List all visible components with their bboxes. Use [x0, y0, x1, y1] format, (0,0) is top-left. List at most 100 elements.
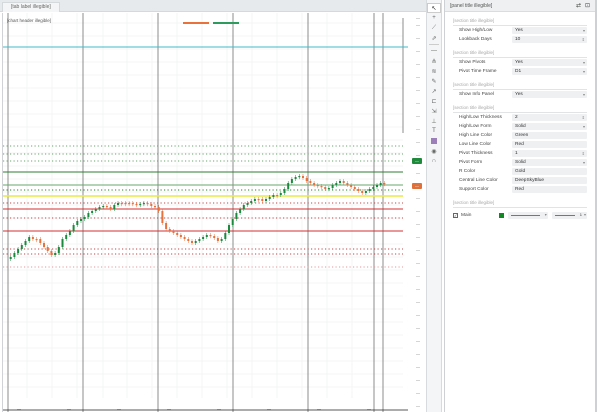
magnet-icon[interactable]: ∩	[431, 158, 437, 164]
eye-icon[interactable]: ◉	[431, 148, 437, 155]
setting-show-high-low[interactable]: Show High/Low Yes ▾	[459, 26, 587, 35]
text-field[interactable]: DeepSkyBlue	[512, 177, 587, 184]
sell-indicator-bar	[183, 22, 209, 24]
chart-tab[interactable]: [tab label illegible]	[2, 2, 60, 12]
date-label: —	[67, 406, 71, 411]
setting-label: Pivot Thickness	[459, 151, 493, 156]
candlestick-chart[interactable]	[3, 13, 425, 412]
setting-pivot-form[interactable]: Pivot Form Solid ▾	[459, 158, 587, 167]
output-main: ✓ Main ▾ 1 ▾	[453, 211, 587, 220]
section-title: [section title illegible]	[453, 76, 587, 90]
rectangle-icon[interactable]	[427, 136, 441, 146]
main-checkbox[interactable]: ✓	[453, 213, 458, 218]
number-stepper[interactable]: 2 ⇕	[512, 114, 587, 121]
text-field[interactable]: Green	[512, 132, 587, 139]
measure-icon[interactable]: ⇲	[431, 108, 437, 115]
setting-show-info-panel[interactable]: Show Info Panel Yes ▾	[459, 90, 587, 99]
price-label: —	[416, 152, 420, 157]
trendline-icon[interactable]: ⟋	[431, 24, 437, 31]
close-icon[interactable]: ⊡	[584, 3, 590, 9]
cursor-icon[interactable]: ↖	[427, 3, 441, 13]
setting-low-line-color[interactable]: Low Line Color Red	[459, 140, 587, 149]
price-label: —	[416, 35, 420, 40]
section-title: [section title illegible]	[453, 99, 587, 113]
setting-support-color[interactable]: Support Color Red	[459, 185, 587, 194]
section-title: [section title illegible]	[453, 44, 587, 58]
select-field[interactable]: D1 ▾	[512, 68, 587, 75]
date-label: —	[117, 406, 121, 411]
section-title: [section title illegible]	[453, 194, 587, 208]
thickness-select[interactable]: 1 ▾	[551, 212, 587, 219]
price-label: —	[416, 286, 420, 291]
candles	[9, 174, 386, 261]
price-label: —	[416, 260, 420, 265]
ray-icon[interactable]: ⇗	[431, 35, 437, 42]
price-badge-high: —	[412, 158, 422, 164]
stepper-icon: ⇕	[581, 151, 585, 156]
setting-high-low-form[interactable]: High/Low Form Solid ▾	[459, 122, 587, 131]
pitchfork-icon[interactable]: ⋔	[431, 58, 437, 65]
price-label: —	[416, 338, 420, 343]
number-stepper[interactable]: 1 ⇕	[512, 150, 587, 157]
horizontal-line-icon[interactable]: —	[431, 48, 437, 54]
price-label: —	[416, 170, 420, 175]
price-label: —	[416, 208, 420, 213]
price-label: —	[416, 377, 420, 382]
date-label: —	[317, 406, 321, 411]
setting-central-line-color[interactable]: Central Line Color DeepSkyBlue	[459, 176, 587, 185]
text-field[interactable]: Red	[512, 186, 587, 193]
date-label: —	[167, 406, 171, 411]
chevron-down-icon: ▾	[582, 92, 585, 97]
tab-bar: [tab label illegible]	[0, 0, 426, 12]
color-swatch[interactable]	[499, 213, 504, 218]
select-field[interactable]: Yes ▾	[512, 91, 587, 98]
setting-pivot-time-frame[interactable]: Pivot Time Frame D1 ▾	[459, 67, 587, 76]
select-field[interactable]: Yes ▾	[512, 27, 587, 34]
price-label: —	[416, 403, 420, 408]
fibonacci-icon[interactable]: ≋	[431, 68, 437, 75]
section-title: [section title illegible]	[453, 12, 587, 26]
setting-label: High/Low Thickness	[459, 115, 502, 120]
price-label: —	[416, 195, 420, 200]
setting-label: R Color	[459, 169, 476, 174]
restore-icon[interactable]: ⇄	[575, 3, 581, 9]
drawing-toolbar: ↖ + ⟋ ⇗ — ⋔ ≋ ✎ ↗ ⊏ ⇲ ⊥ T ◉ ∩	[426, 0, 442, 412]
setting-high-low-thickness[interactable]: High/Low Thickness 2 ⇕	[459, 113, 587, 122]
price-label: —	[416, 15, 420, 20]
select-field[interactable]: Solid ▾	[512, 159, 587, 166]
text-field[interactable]: Gold	[512, 168, 587, 175]
arrow-icon[interactable]: ↗	[431, 88, 437, 95]
crosshair-icon[interactable]: +	[432, 15, 436, 21]
line-style-select[interactable]: ▾	[507, 212, 548, 219]
text-field[interactable]: Red	[512, 141, 587, 148]
text-icon[interactable]: T	[432, 128, 436, 134]
chevron-down-icon: ▾	[582, 160, 585, 165]
text-box-icon[interactable]: ⊏	[431, 98, 437, 105]
price-label: —	[416, 325, 420, 330]
price-label: —	[416, 247, 420, 252]
setting-pivot-thickness[interactable]: Pivot Thickness 1 ⇕	[459, 149, 587, 158]
setting-show-pivots[interactable]: Show Pivots Yes ▾	[459, 58, 587, 67]
chart-area[interactable]: [chart header illegible] — — — — — — — —…	[2, 13, 424, 412]
setting-label: Show Info Panel	[459, 92, 494, 97]
price-label: —	[416, 299, 420, 304]
date-label: —	[367, 406, 371, 411]
setting-lookback-days[interactable]: Lookback Days 10 ⇕	[459, 35, 587, 44]
select-field[interactable]: Solid ▾	[512, 123, 587, 130]
date-label: —	[17, 406, 21, 411]
price-label: —	[416, 87, 420, 92]
indicator-settings-panel: [panel title illegible] ⇄ ⊡ [section tit…	[444, 0, 597, 412]
setting-label: Central Line Color	[459, 178, 498, 183]
price-label: —	[416, 390, 420, 395]
setting-label: High Line Color	[459, 133, 493, 138]
vertical-line-icon[interactable]: ⊥	[431, 118, 437, 125]
setting-label: Lookback Days	[459, 37, 492, 42]
select-field[interactable]: Yes ▾	[512, 59, 587, 66]
price-label: —	[416, 113, 420, 118]
setting-r-color[interactable]: R Color Gold	[459, 167, 587, 176]
brush-icon[interactable]: ✎	[431, 78, 437, 85]
number-stepper[interactable]: 10 ⇕	[512, 36, 587, 43]
setting-label: Show Pivots	[459, 60, 486, 65]
setting-label: Pivot Time Frame	[459, 69, 497, 74]
setting-high-line-color[interactable]: High Line Color Green	[459, 131, 587, 140]
